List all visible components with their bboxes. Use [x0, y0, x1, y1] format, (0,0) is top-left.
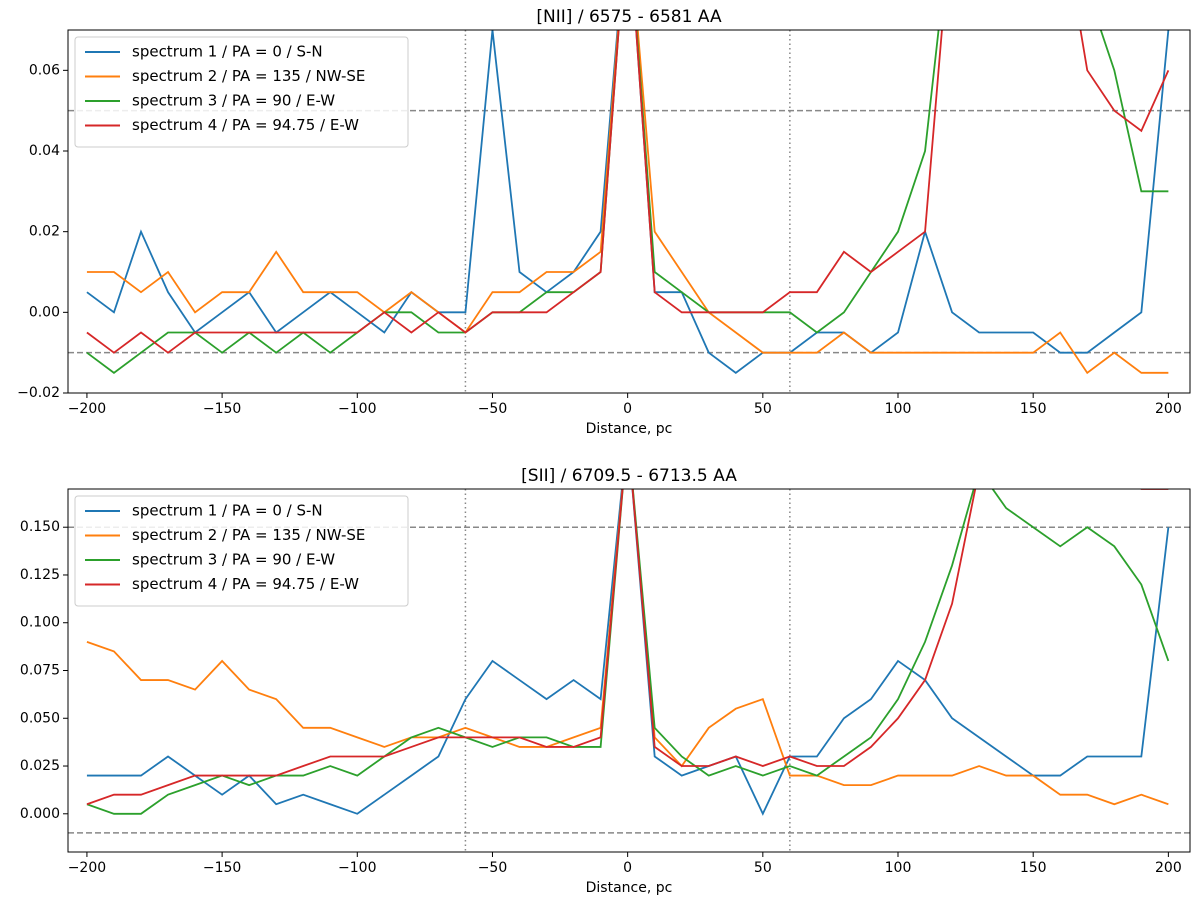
series-line	[86, 489, 1170, 816]
legend-label: spectrum 1 / PA = 0 / S-N	[132, 502, 323, 520]
y-tick-label: 0.00	[29, 304, 60, 320]
x-tick-label: 0	[623, 860, 632, 876]
y-tick-label: 0.025	[20, 758, 60, 774]
legend-label: spectrum 4 / PA = 94.75 / E-W	[132, 116, 359, 134]
series-line	[86, 30, 1170, 374]
y-tick-label: 0.100	[20, 615, 60, 631]
chart-title: [SII] / 6709.5 - 6713.5 AA	[521, 466, 737, 486]
x-tick-label: −200	[68, 401, 106, 417]
legend-label: spectrum 1 / PA = 0 / S-N	[132, 43, 323, 61]
series-line	[86, 30, 1170, 354]
y-tick-label: 0.150	[20, 519, 60, 535]
subplot: [SII] / 6709.5 - 6713.5 AA Distance, pc −2…	[20, 466, 1191, 896]
y-tick-label: 0.000	[20, 806, 60, 822]
legend-frame	[74, 495, 409, 607]
y-tick-label: 0.125	[20, 567, 60, 583]
x-tick-label: 0	[623, 401, 632, 417]
legend-label: spectrum 3 / PA = 90 / E-W	[132, 551, 335, 569]
x-axis-label: Distance, pc	[586, 421, 673, 437]
axes-frame	[67, 488, 1191, 853]
y-tick-label: 0.06	[29, 62, 60, 78]
x-tick-label: −100	[338, 401, 376, 417]
series-line	[86, 30, 1169, 375]
x-tick-label: −50	[478, 401, 508, 417]
x-tick-label: −150	[203, 860, 241, 876]
series-line	[86, 489, 1170, 815]
y-tick-label: −0.02	[17, 385, 60, 401]
series-line	[86, 489, 1169, 806]
y-tick-label: 0.04	[29, 143, 60, 159]
x-tick-label: 100	[885, 860, 912, 876]
y-tick-label: 0.050	[20, 710, 60, 726]
legend-label: spectrum 3 / PA = 90 / E-W	[132, 92, 335, 110]
series-line	[86, 489, 1169, 806]
plot-area	[68, 489, 1190, 852]
y-tick-label: 0.02	[29, 224, 60, 240]
x-tick-label: 200	[1155, 860, 1182, 876]
legend-frame	[74, 36, 409, 148]
x-tick-label: 150	[1020, 860, 1047, 876]
x-tick-label: 50	[754, 401, 772, 417]
legend-label: spectrum 2 / PA = 135 / NW-SE	[132, 67, 365, 85]
legend-label: spectrum 4 / PA = 94.75 / E-W	[132, 575, 359, 593]
x-tick-label: −50	[478, 860, 508, 876]
y-tick-label: 0.075	[20, 663, 60, 679]
plot-area	[68, 30, 1190, 393]
chart-title: [NII] / 6575 - 6581 AA	[536, 7, 722, 27]
x-tick-label: 50	[754, 860, 772, 876]
series-line	[86, 30, 1169, 374]
subplot: [NII] / 6575 - 6581 AA Distance, pc −200 −1…	[17, 7, 1191, 437]
x-tick-label: 150	[1020, 401, 1047, 417]
x-tick-label: −100	[338, 860, 376, 876]
legend: spectrum 1 / PA = 0 / S-N spectrum 2 / PA…	[74, 36, 409, 148]
x-tick-label: −150	[203, 401, 241, 417]
x-axis-label: Distance, pc	[586, 880, 673, 896]
x-tick-label: −200	[68, 860, 106, 876]
legend-label: spectrum 2 / PA = 135 / NW-SE	[132, 526, 365, 544]
x-tick-label: 200	[1155, 401, 1182, 417]
legend: spectrum 1 / PA = 0 / S-N spectrum 2 / PA…	[74, 495, 409, 607]
axes-frame	[67, 29, 1191, 394]
x-tick-label: 100	[885, 401, 912, 417]
